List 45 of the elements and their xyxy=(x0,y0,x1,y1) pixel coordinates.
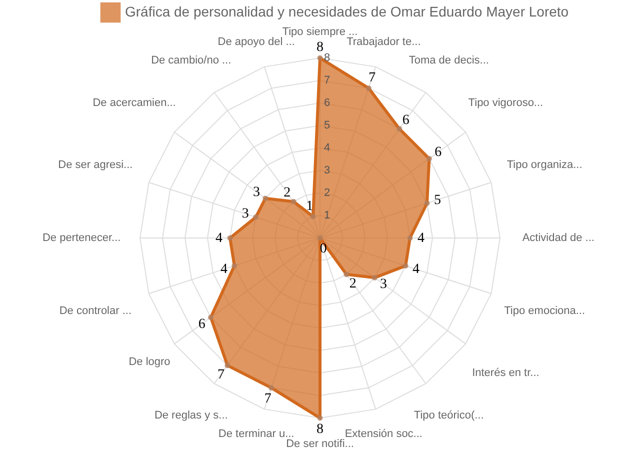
y-tick-label: 7 xyxy=(324,74,330,86)
data-label: 7 xyxy=(368,70,376,86)
spoke-label: Tipo organiza... xyxy=(506,159,582,172)
data-label: 4 xyxy=(412,262,420,278)
spoke-label: Actividad de ... xyxy=(522,232,594,244)
spoke-label: De ser agresi... xyxy=(58,159,133,172)
data-label: 3 xyxy=(242,206,249,222)
spoke-label: De ser notifi... xyxy=(286,438,354,450)
data-label: 2 xyxy=(349,276,356,292)
y-tick-label: 4 xyxy=(324,142,330,154)
y-tick-label: 2 xyxy=(324,187,330,199)
spoke-label: De acercamien... xyxy=(92,97,176,110)
data-label: 4 xyxy=(418,231,424,246)
spoke-label: De apoyo del ... xyxy=(218,36,295,48)
y-tick-label: 3 xyxy=(324,164,330,176)
data-label: 6 xyxy=(434,145,442,160)
y-tick-label: 1 xyxy=(324,210,330,222)
spoke-label: De controlar ... xyxy=(59,304,132,317)
data-label: 7 xyxy=(217,367,224,382)
spoke-label: Tipo teórico(... xyxy=(414,409,484,422)
spoke-label: Extensión soc... xyxy=(344,428,422,440)
spoke-label: Tipo siempre ... xyxy=(282,26,358,38)
data-label: 5 xyxy=(434,192,441,208)
spoke-label: De terminar u... xyxy=(218,428,294,440)
spoke-label: Tipo vigoroso... xyxy=(468,97,544,110)
spoke-label: Toma de decis... xyxy=(408,54,489,67)
data-label: 7 xyxy=(264,391,272,406)
data-label: 6 xyxy=(402,112,410,128)
legend-label: Gráfica de personalidad y necesidades de Omar Eduardo Mayer Loreto xyxy=(125,4,569,20)
spoke-label: De logro xyxy=(128,356,170,368)
y-tick-label: 8 xyxy=(324,52,330,64)
spoke-label: Trabajador te... xyxy=(346,36,421,48)
y-tick-label: 5 xyxy=(324,120,330,132)
data-label: 4 xyxy=(220,262,228,278)
data-label: 3 xyxy=(252,184,260,200)
data-label: 3 xyxy=(380,277,388,292)
y-tick-label: 6 xyxy=(324,97,330,109)
data-label: 6 xyxy=(198,316,206,332)
spoke-label: Tipo emociona... xyxy=(504,304,586,317)
spoke-label: Interés en tr... xyxy=(472,366,540,379)
data-label: 2 xyxy=(284,186,291,201)
data-label: 4 xyxy=(216,231,222,246)
spoke-label: De reglas y s... xyxy=(154,409,228,422)
spoke-label: De pertenecer... xyxy=(42,232,121,244)
spoke-label: De cambio/no ... xyxy=(151,54,232,67)
